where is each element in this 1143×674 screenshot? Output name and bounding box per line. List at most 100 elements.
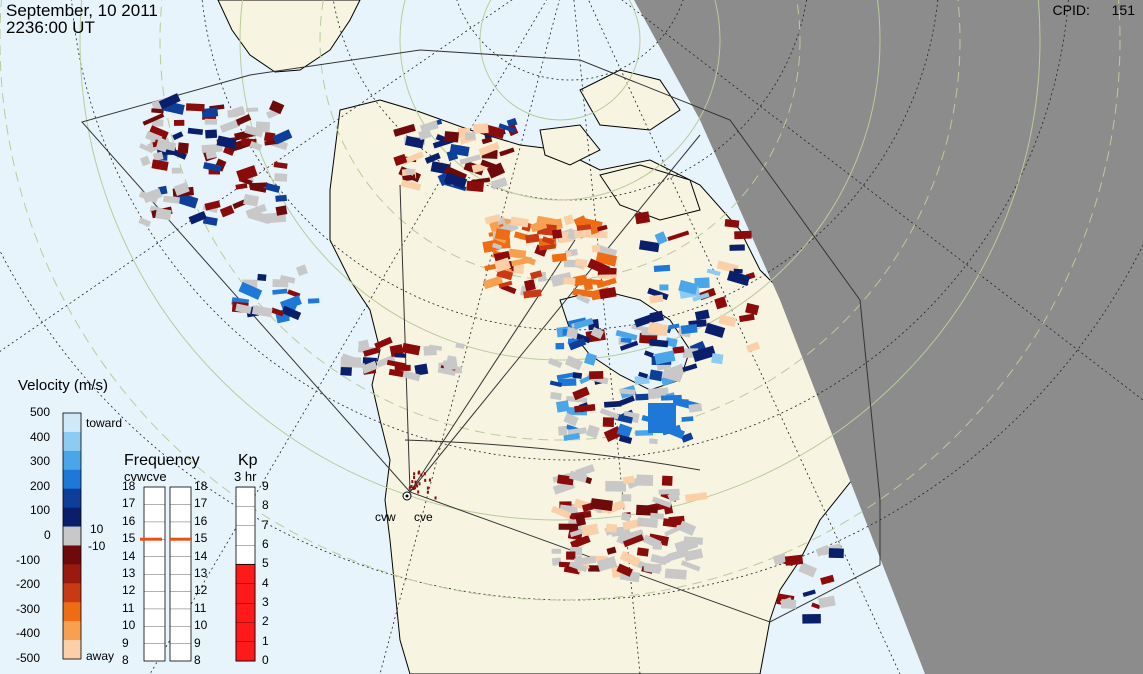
velocity-echo-cell <box>567 427 587 436</box>
velocity-echo-cell <box>223 146 235 156</box>
kp-tick-label: 3 <box>262 595 269 609</box>
velocity-echo-cell <box>413 486 416 490</box>
frequency-tick-left: 15 <box>122 531 136 546</box>
velocity-echo-cell <box>525 233 540 244</box>
kp-tick-label: 7 <box>262 517 269 532</box>
velocity-echo-cell <box>590 326 604 340</box>
velocity-echo-cell <box>620 337 632 344</box>
frequency-tick-left: 14 <box>122 548 136 563</box>
velocity-echo-cell <box>596 556 618 572</box>
kp-tick-label: 6 <box>262 537 269 551</box>
velocity-echo-cell <box>394 352 407 358</box>
velocity-echo-cell <box>665 337 678 348</box>
velocity-echo-cell <box>652 542 663 550</box>
velocity-echo-cell <box>555 342 565 350</box>
velocity-echo-cell <box>530 220 548 233</box>
velocity-echo-cell <box>576 293 591 305</box>
velocity-echo-cell <box>340 356 362 368</box>
velocity-echo-cell <box>411 480 414 484</box>
velocity-echo-cell <box>591 244 601 253</box>
velocity-echo-cell <box>188 210 207 225</box>
velocity-echo-cell <box>393 153 408 166</box>
velocity-echo-cell <box>275 205 288 216</box>
velocity-echo-cell <box>616 423 633 438</box>
velocity-echo-cell <box>734 230 752 240</box>
velocity-echo-cell <box>423 472 426 476</box>
velocity-echoes <box>138 93 844 624</box>
velocity-echo-cell <box>615 329 638 341</box>
velocity-echo-cell <box>547 357 563 369</box>
velocity-echo-cell <box>603 425 623 443</box>
velocity-echo-cell <box>581 502 594 513</box>
frequency-tick-right: 16 <box>194 513 208 528</box>
velocity-echo-cell <box>557 378 577 387</box>
velocity-echo-cell <box>492 242 503 250</box>
velocity-echo-cell <box>388 368 404 378</box>
velocity-echo-cell <box>575 513 587 527</box>
velocity-echo-cell <box>401 342 421 356</box>
velocity-echo-cell <box>156 139 177 152</box>
velocity-scale-title: Velocity (m/s) <box>18 377 109 394</box>
velocity-echo-cell <box>529 270 543 280</box>
velocity-echo-cell <box>619 395 635 406</box>
velocity-echo-cell <box>414 480 417 484</box>
frequency-tick-right: 14 <box>194 548 208 563</box>
threshold-positive: 10 <box>90 522 104 536</box>
velocity-echo-cell <box>551 557 562 566</box>
velocity-echo-cell <box>142 188 163 204</box>
velocity-echo-cell <box>587 258 611 276</box>
frequency-tick-left: 16 <box>122 513 136 528</box>
velocity-echo-cell <box>619 340 639 351</box>
velocity-echo-cell <box>481 136 493 145</box>
velocity-echo-cell <box>296 264 308 277</box>
velocity-echo-cell <box>549 380 563 388</box>
velocity-echo-cell <box>551 548 562 554</box>
velocity-echo-cell <box>566 551 576 560</box>
velocity-echo-cell <box>185 103 205 112</box>
velocity-echo-cell <box>140 155 151 167</box>
velocity-echo-cell <box>279 275 296 284</box>
velocity-echo-cell <box>586 424 600 439</box>
velocity-echo-cell <box>138 217 152 228</box>
velocity-echo-cell <box>555 400 570 413</box>
frequency-tick-left: 18 <box>122 479 136 493</box>
velocity-echo-cell <box>672 346 685 354</box>
velocity-echo-cell <box>678 279 699 295</box>
velocity-echo-cell <box>648 403 676 433</box>
velocity-echo-cell <box>151 108 164 114</box>
velocity-echo-cell <box>649 294 664 304</box>
velocity-echo-cell <box>414 363 429 376</box>
velocity-echo-cell <box>272 279 289 288</box>
velocity-echo-cell <box>572 386 590 401</box>
velocity-echo-cell <box>204 118 218 125</box>
velocity-echo-cell <box>784 554 804 566</box>
velocity-echo-cell <box>706 268 721 277</box>
velocity-echo-cell <box>238 281 263 300</box>
velocity-echo-cell <box>772 552 788 566</box>
velocity-echo-cell <box>151 119 164 127</box>
frequency-tick-right: 17 <box>194 496 208 511</box>
cpid-readout: CPID: 151 <box>1053 2 1135 18</box>
velocity-echo-cell <box>583 352 597 366</box>
velocity-echo-cell <box>273 161 288 169</box>
kp-tick-label: 9 <box>262 479 269 493</box>
velocity-echo-cell <box>177 142 189 154</box>
velocity-echo-cell <box>583 278 593 291</box>
velocity-echo-cell <box>661 367 683 383</box>
velocity-echo-cell <box>204 200 221 211</box>
frequency-title: Frequency <box>124 452 200 469</box>
velocity-echo-cell <box>483 124 506 139</box>
velocity-echo-cell <box>172 131 184 141</box>
velocity-echo-cell <box>158 93 181 110</box>
velocity-echo-cell <box>496 268 514 281</box>
velocity-echo-cell <box>426 486 429 490</box>
velocity-echo-cell <box>272 129 293 145</box>
velocity-echo-cell <box>638 371 649 379</box>
velocity-echo-cell <box>745 341 761 353</box>
velocity-echo-cell <box>498 123 517 134</box>
velocity-echo-cell <box>683 536 704 545</box>
velocity-echo-cell <box>618 434 633 445</box>
kp-tick-label: 1 <box>262 633 269 648</box>
frequency-tick-left: 9 <box>122 635 129 650</box>
